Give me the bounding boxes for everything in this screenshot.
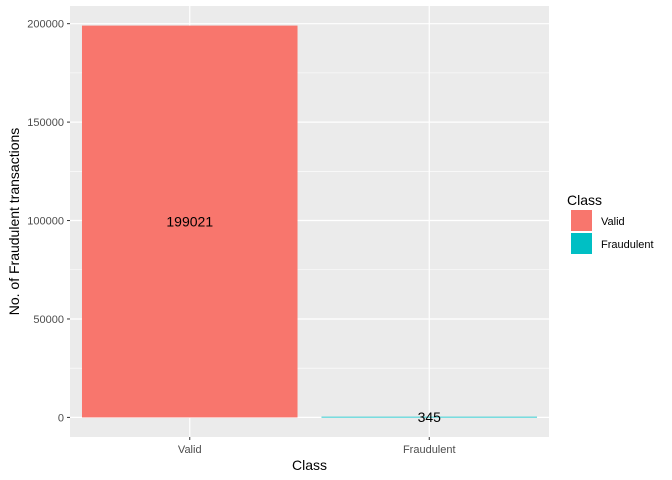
bar-valid: [81, 25, 298, 418]
bar-fraudulent: [321, 416, 538, 418]
y-axis: 0 50000 100000 150000 200000: [27, 19, 70, 424]
y-tick-label: 0: [58, 412, 64, 424]
legend: Class Valid Fraudulent: [567, 192, 654, 254]
legend-key-fraudulent: [571, 233, 592, 254]
data-label-valid: 199021: [166, 214, 213, 230]
x-axis: Valid Fraudulent: [178, 437, 456, 456]
x-axis-title: Class: [292, 457, 327, 473]
y-tick-label: 50000: [33, 314, 64, 326]
legend-label-fraudulent: Fraudulent: [601, 239, 654, 251]
y-tick-label: 100000: [27, 216, 64, 228]
x-tick-label: Valid: [178, 444, 202, 456]
bar-data-labels: 199021 345: [166, 214, 441, 426]
data-label-fraudulent: 345: [418, 409, 442, 425]
legend-title: Class: [567, 192, 602, 208]
y-axis-title: No. of Fraudulent transactions: [6, 128, 22, 316]
legend-key-valid: [571, 210, 592, 231]
x-tick-label: Fraudulent: [403, 444, 456, 456]
y-tick-label: 150000: [27, 117, 64, 129]
legend-label-valid: Valid: [601, 216, 625, 228]
y-tick-label: 200000: [27, 19, 64, 31]
bars: [81, 25, 538, 418]
